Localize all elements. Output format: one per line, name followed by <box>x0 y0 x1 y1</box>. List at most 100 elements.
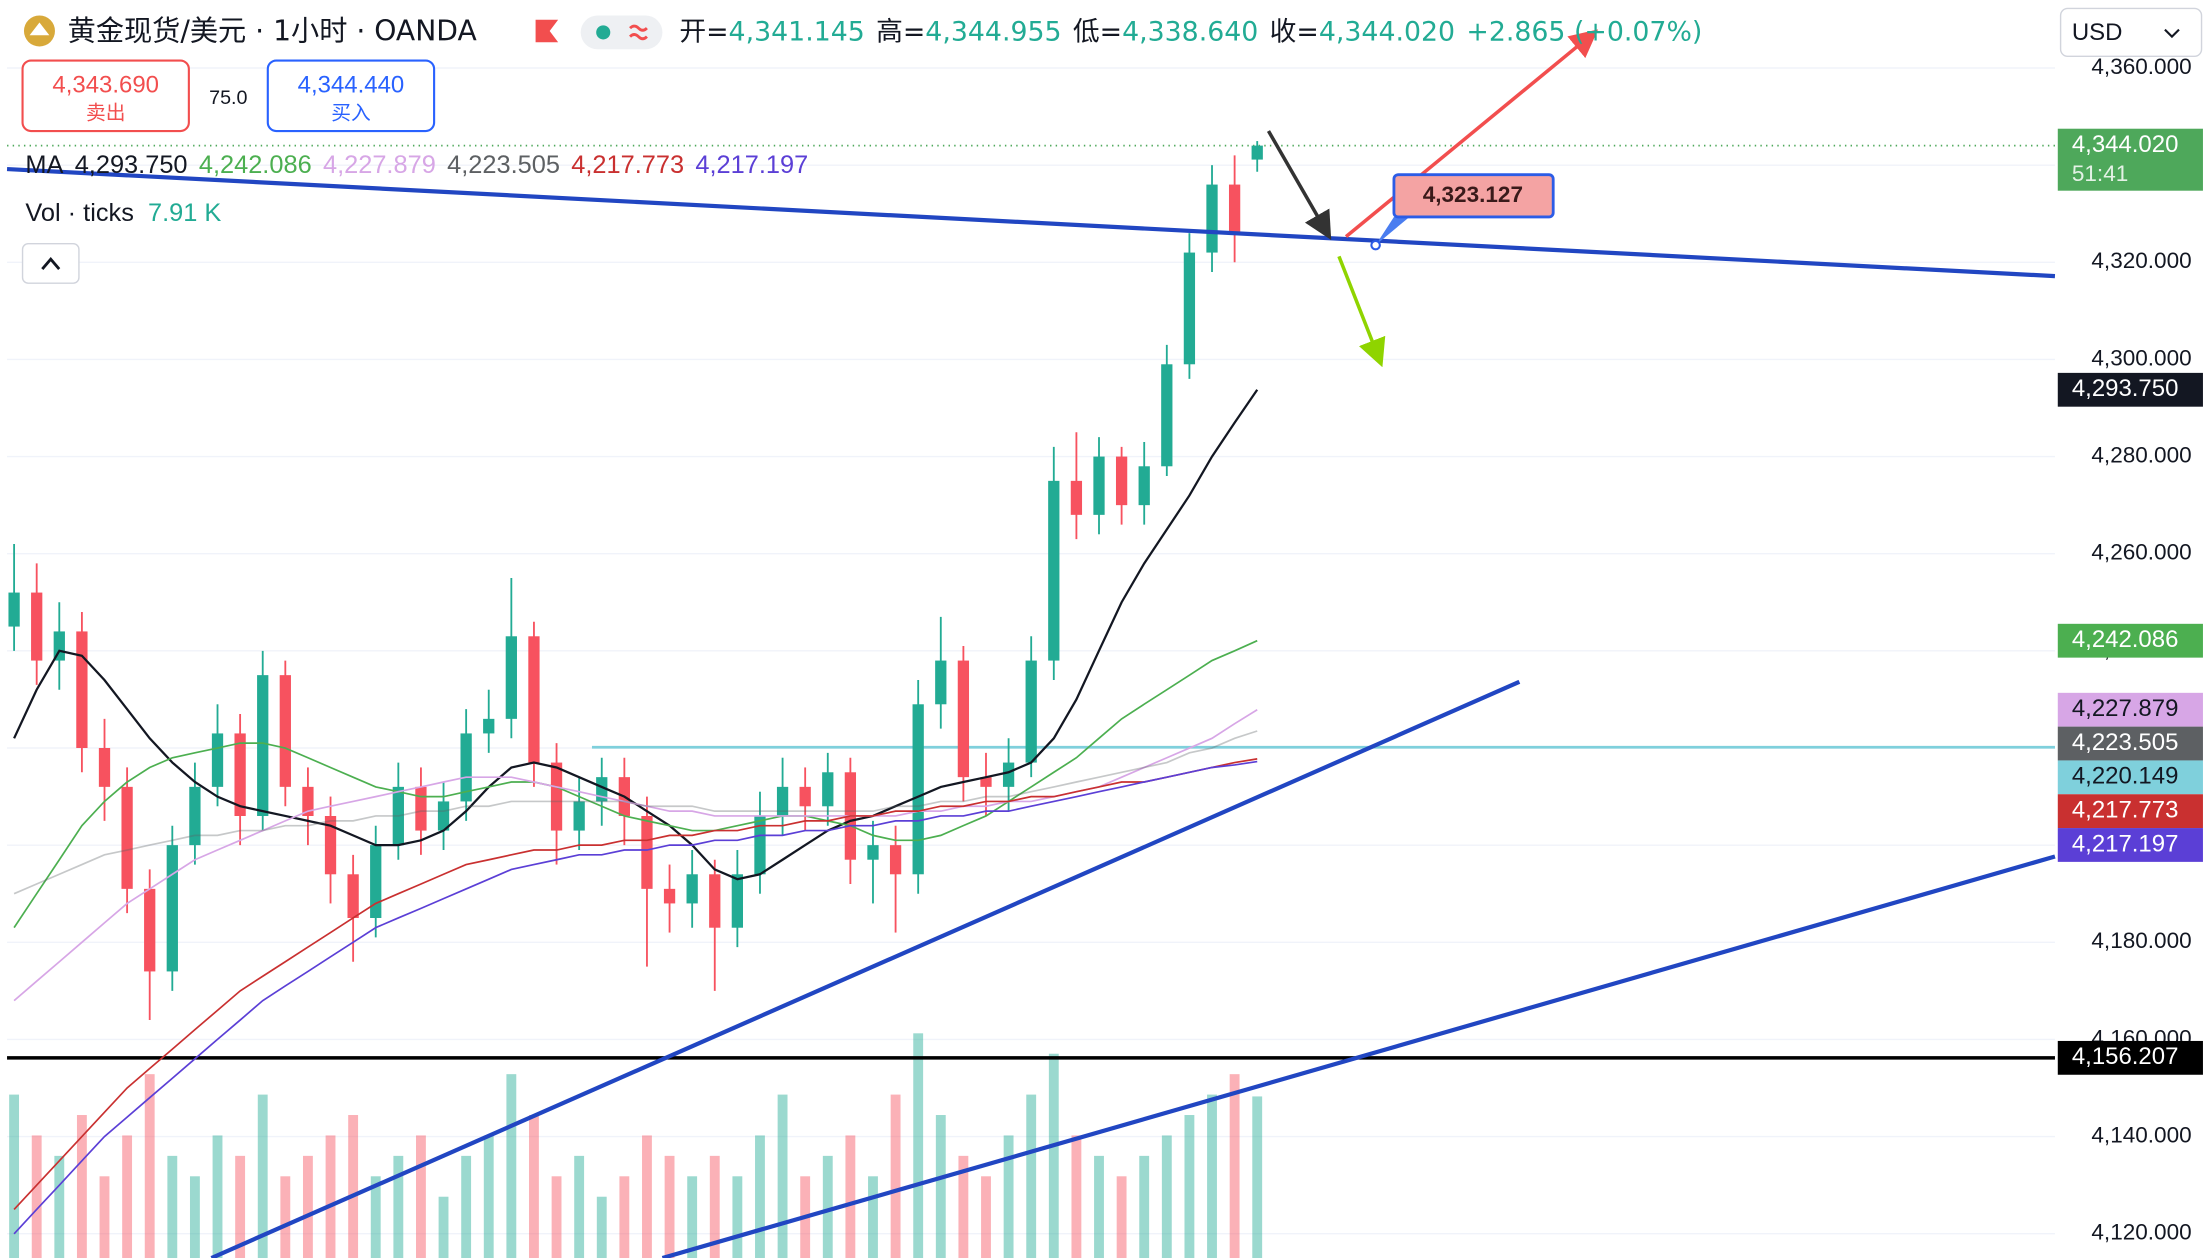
moving-average <box>13 758 1258 1210</box>
volume-bar <box>755 1135 765 1258</box>
arrow <box>1266 130 1332 240</box>
price-tag <box>2057 692 2203 727</box>
change: +2.865 (+0.07%) <box>1466 16 1702 47</box>
volume-bar <box>1026 1094 1037 1258</box>
collapse-button[interactable] <box>21 243 80 284</box>
price-tag <box>2057 1040 2203 1075</box>
volume-bar <box>709 1155 720 1258</box>
candle-body <box>415 786 427 831</box>
buy-button[interactable] <box>266 59 436 133</box>
logo-glyph <box>29 22 50 36</box>
ma-value: 4,223.505 <box>447 151 560 179</box>
sell-price: 4,343.690 <box>52 71 159 98</box>
volume-bar <box>890 1094 901 1258</box>
ohlc-value: 4,341.145 <box>729 16 865 47</box>
candle-body <box>1070 480 1083 515</box>
candle-body <box>370 845 382 918</box>
callout <box>1392 173 1555 219</box>
volume-bar <box>483 1135 494 1258</box>
y-tick-label: 4,280.000 <box>2091 443 2191 468</box>
volume-bar <box>1139 1155 1150 1258</box>
volume-bar <box>822 1155 833 1258</box>
candle-body <box>528 636 540 763</box>
candle-body <box>663 888 676 904</box>
volume-bar <box>981 1176 991 1258</box>
price-tag-label: 4,293.750 <box>2072 375 2179 402</box>
volume-bar <box>99 1176 110 1258</box>
candle-body <box>935 660 947 705</box>
price-tag-label: 4,217.197 <box>2072 830 2179 857</box>
price-tag <box>2057 828 2203 862</box>
ohlc-key: 开= <box>679 16 728 47</box>
candle-body <box>754 816 766 875</box>
callout-pointer <box>1375 216 1410 246</box>
candle-body <box>53 631 65 661</box>
candle-body <box>460 733 472 802</box>
volume-bar <box>687 1176 698 1258</box>
candle-body <box>257 675 269 816</box>
ohlc-key: 低= <box>1073 16 1122 47</box>
moving-average <box>13 730 1258 895</box>
volume-bar <box>348 1115 359 1258</box>
candle-body <box>483 718 495 734</box>
y-tick-label: 4,360.000 <box>2091 54 2191 79</box>
volume-bar <box>1184 1115 1195 1258</box>
y-tick-label: 4,120.000 <box>2091 1220 2191 1245</box>
candle-body <box>31 592 43 661</box>
volume-bar <box>257 1094 268 1258</box>
candle-body <box>776 786 789 816</box>
volume-bar <box>325 1135 336 1258</box>
flag-icon[interactable] <box>535 19 559 43</box>
candle-body <box>1251 145 1263 160</box>
currency-select[interactable] <box>2059 7 2203 58</box>
status-pill[interactable] <box>580 15 663 50</box>
y-tick-label: 4,180.000 <box>2091 928 2191 953</box>
candle-body <box>324 816 337 875</box>
volume-bar <box>1207 1094 1217 1258</box>
candle-body <box>392 786 404 846</box>
price-tag-label: 4,217.773 <box>2072 796 2179 823</box>
countdown: 51:41 <box>2072 161 2128 186</box>
candle-body <box>1048 480 1060 661</box>
sell-label: 卖出 <box>86 102 125 125</box>
volume-bar <box>461 1155 472 1258</box>
price-tag-label: 4,220.149 <box>2072 763 2179 790</box>
candle-body <box>686 874 698 904</box>
volume-bar <box>845 1135 856 1258</box>
volume-bar <box>1048 1053 1059 1258</box>
candle-body <box>166 845 178 972</box>
candle-body <box>1093 456 1105 515</box>
volume-bar <box>1161 1135 1172 1258</box>
candle-body <box>731 874 744 928</box>
volume-bar <box>416 1135 426 1258</box>
volume-value: 7.91 K <box>148 199 221 227</box>
moving-average <box>13 709 1258 1002</box>
y-tick-label: 4,260.000 <box>2091 540 2191 565</box>
buy-label: 买入 <box>331 102 370 125</box>
volume-bar <box>235 1155 246 1258</box>
trendline <box>210 679 1521 1258</box>
volume-bar <box>619 1176 630 1258</box>
currency: USD <box>2072 19 2123 46</box>
volume-pane <box>9 1033 1263 1258</box>
price-tag-label: 4,344.020 <box>2072 131 2179 158</box>
candle-body <box>573 801 585 831</box>
ohlc-value: 4,344.020 <box>1319 16 1455 47</box>
volume-bar <box>167 1155 178 1258</box>
volume-bar <box>1003 1135 1014 1258</box>
candle-body <box>98 748 111 787</box>
volume-bar <box>551 1176 562 1258</box>
arrow <box>1344 29 1599 239</box>
candle-body <box>8 592 20 627</box>
price-tag <box>2057 623 2203 658</box>
candle-body <box>1228 184 1241 234</box>
sell-button[interactable] <box>21 59 190 133</box>
volume-label: Vol · ticks <box>25 199 134 227</box>
volume-bar <box>144 1074 155 1258</box>
candle-body <box>641 816 653 889</box>
ohlc-key: 收= <box>1270 16 1319 47</box>
volume-bar <box>54 1155 65 1258</box>
dropdown-chevron <box>2164 28 2180 39</box>
price-tag <box>2057 794 2203 829</box>
